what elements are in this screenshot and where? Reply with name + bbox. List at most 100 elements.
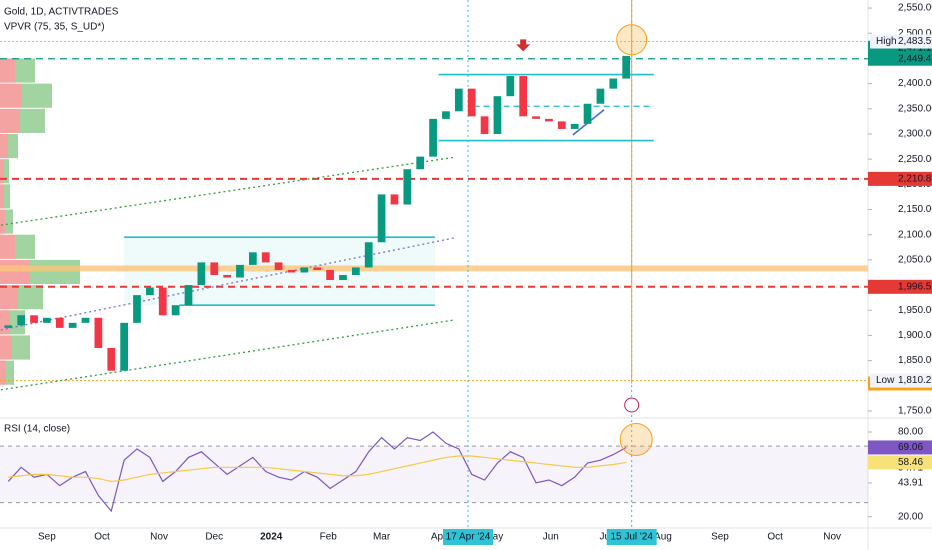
profile-up — [4, 159, 9, 184]
x-tick-label: Feb — [320, 532, 338, 543]
arrow — [516, 39, 531, 52]
candle-body — [197, 262, 206, 286]
candle-body — [120, 322, 128, 371]
y-tick-label: 20.00 — [898, 511, 923, 522]
x-tick-label: Jul — [600, 532, 613, 543]
y-tick-label: 1,950.00 — [898, 305, 932, 316]
profile-down — [0, 209, 5, 234]
candle-body — [300, 267, 309, 273]
x-tick-label: Apr — [431, 532, 447, 543]
candle-body — [313, 267, 322, 270]
candle-body — [81, 317, 90, 323]
profile-down — [0, 58, 15, 83]
rsi-tag-bg — [868, 455, 932, 470]
candle-body — [557, 121, 566, 129]
candle-body — [261, 252, 270, 263]
level-tag: 1,996.53 — [898, 281, 932, 292]
y-tick-label: 1,900.00 — [898, 330, 932, 341]
trendline — [0, 156, 456, 226]
candle-body — [223, 274, 231, 278]
candle-body — [4, 325, 13, 328]
level-tag: 2,449.42 — [898, 53, 932, 64]
rsi-tag: 69.06 — [898, 442, 923, 453]
x-tick-label: Nov — [150, 532, 168, 543]
profile-up — [15, 58, 35, 83]
y-tick-label: 2,250.00 — [898, 154, 932, 165]
profile-up — [18, 285, 43, 310]
x-tick-label: Oct — [94, 532, 110, 543]
low-value: 1,810.29 — [898, 375, 932, 386]
y-tick-label: 2,150.00 — [898, 204, 932, 215]
rsi-highlight — [619, 422, 653, 456]
x-tick-label: Jun — [543, 532, 559, 543]
profile-down — [0, 184, 4, 209]
candle-body — [493, 96, 502, 134]
y-tick-label: 2,300.00 — [898, 129, 932, 140]
candle-body — [377, 194, 386, 243]
high-tag-bg — [870, 34, 932, 49]
candle-body — [17, 315, 26, 326]
candle-body — [94, 317, 103, 349]
profile-down — [0, 133, 8, 159]
candle-body — [133, 295, 141, 323]
profile-up — [20, 108, 45, 133]
y-tick-label: 2,100.00 — [898, 229, 932, 240]
y-tick-label: 1,850.00 — [898, 355, 932, 366]
profile-up — [15, 234, 35, 259]
candle-body — [532, 116, 540, 119]
profile-up — [4, 184, 10, 209]
x-tick-label: 2024 — [260, 532, 283, 543]
candle-body — [184, 285, 193, 306]
candle-body — [609, 78, 618, 89]
alert-icon — [624, 397, 640, 413]
rsi-line — [8, 455, 627, 483]
profile-down — [0, 259, 30, 285]
candle-body — [287, 269, 296, 273]
y-tick-label: 43.91 — [898, 478, 923, 489]
date-tag: 15 Jul '24 — [610, 532, 653, 543]
profile-down — [0, 310, 10, 335]
profile-down — [0, 285, 18, 310]
level-tag: 2,210.88 — [898, 173, 932, 184]
y-tick-label: 1,750.00 — [898, 406, 932, 417]
rsi-title: RSI (14, close) — [4, 424, 70, 435]
candle-body — [274, 262, 283, 270]
candle-body — [596, 88, 605, 104]
high-name: High — [876, 36, 897, 47]
x-tick-label: Sep — [38, 532, 56, 543]
candle-body — [442, 111, 450, 119]
candle-body — [506, 76, 515, 97]
profile-down — [0, 159, 4, 184]
x-tick-label: Nov — [823, 532, 841, 543]
candle-body — [519, 76, 528, 117]
trendline — [0, 237, 456, 331]
candle-body — [364, 242, 373, 268]
candle-body — [326, 269, 334, 281]
chart-title: Gold, 1D, ACTIVTRADES — [4, 7, 119, 18]
candle-body — [30, 315, 38, 323]
y-tick-label: 80.00 — [898, 427, 923, 438]
rsi-tag-bg — [868, 440, 932, 455]
level-tag-bg — [868, 279, 932, 294]
rsi-band — [0, 446, 868, 503]
level-tag-bg — [868, 51, 932, 66]
y-tick-label: 2,550.00 — [898, 3, 932, 14]
x-tick-label: Dec — [205, 532, 223, 543]
x-tick-label: Aug — [654, 532, 672, 543]
y-tick-label: 2,350.00 — [898, 103, 932, 114]
profile-down — [0, 234, 15, 259]
candle-body — [416, 156, 425, 170]
candle-body — [403, 169, 412, 205]
profile-down — [0, 108, 20, 133]
candle-body — [454, 88, 463, 112]
candle-body — [351, 267, 360, 275]
candle-body — [146, 287, 154, 296]
date-tag-bg — [606, 529, 657, 545]
trendline — [0, 319, 456, 391]
x-tick-label: Oct — [767, 532, 783, 543]
profile-up — [5, 209, 13, 234]
support-band — [0, 265, 868, 272]
y-tick-label: 2,050.00 — [898, 255, 932, 266]
low-name: Low — [876, 375, 895, 386]
